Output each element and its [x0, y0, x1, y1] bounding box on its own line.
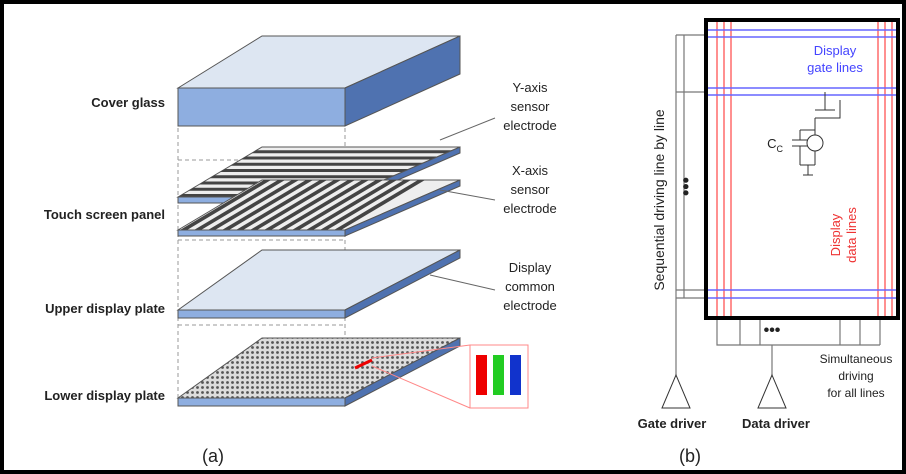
simultaneous-label: Simultaneous: [820, 352, 893, 366]
simultaneous-label: driving: [838, 369, 873, 383]
subpixel-green: [493, 355, 504, 395]
layer-label: Touch screen panel: [44, 207, 165, 222]
lower-front: [178, 398, 345, 406]
y-electrode: [231, 163, 424, 166]
callout-label: X-axis: [512, 163, 549, 178]
capacitor-label: CC: [767, 136, 783, 154]
figure: Cover glass Touch screen panel Upper dis…: [0, 0, 906, 474]
gate-driver-label: Gate driver: [638, 416, 707, 431]
ellipsis: •••: [764, 322, 781, 339]
current-source: [807, 135, 823, 151]
panel-a: Cover glass Touch screen panel Upper dis…: [44, 36, 557, 466]
layer-label: Lower display plate: [44, 388, 165, 403]
cap-sub: C: [777, 144, 784, 154]
gate-lines-label: Display: [814, 43, 857, 58]
gate-lines-label: gate lines: [807, 60, 863, 75]
pixel-circuit: [792, 92, 840, 175]
callout-label: sensor: [510, 99, 550, 114]
callout-label: Display: [509, 260, 552, 275]
cap-main: C: [767, 136, 776, 151]
gate-driver-symbol: [662, 375, 690, 408]
caption: (b): [679, 446, 701, 466]
cover-front: [178, 88, 345, 126]
gate-wires: [676, 35, 706, 375]
layer-label: Cover glass: [91, 95, 165, 110]
panel-frame: [706, 20, 898, 318]
callout-label: electrode: [503, 118, 556, 133]
layer-label: Upper display plate: [45, 301, 165, 316]
data-lines: [717, 20, 892, 318]
gate-lines: [706, 30, 898, 298]
data-lines-label: Display: [828, 213, 843, 256]
callout-label: electrode: [503, 201, 556, 216]
subpixel-red: [476, 355, 487, 395]
data-lines-label: data lines: [844, 207, 859, 263]
data-driver-symbol: [758, 375, 786, 408]
panel-b: CC Display gate lines Display data lines…: [638, 20, 898, 466]
caption: (a): [202, 446, 224, 466]
callout-label: common: [505, 279, 555, 294]
data-driver-label: Data driver: [742, 416, 810, 431]
callout-label: Y-axis: [513, 80, 548, 95]
plate-x-front: [178, 230, 345, 236]
data-wires: [717, 318, 880, 375]
upper-front: [178, 310, 345, 318]
y-electrode: [220, 169, 409, 172]
callout-label: sensor: [510, 182, 550, 197]
y-electrode: [210, 175, 396, 178]
sequential-label: Sequential driving line by line: [651, 109, 667, 291]
y-electrode: [241, 157, 438, 160]
simultaneous-label: for all lines: [827, 386, 884, 400]
ellipsis: •••: [676, 177, 696, 196]
callout-label: electrode: [503, 298, 556, 313]
y-electrode: [252, 150, 453, 153]
subpixel-blue: [510, 355, 521, 395]
